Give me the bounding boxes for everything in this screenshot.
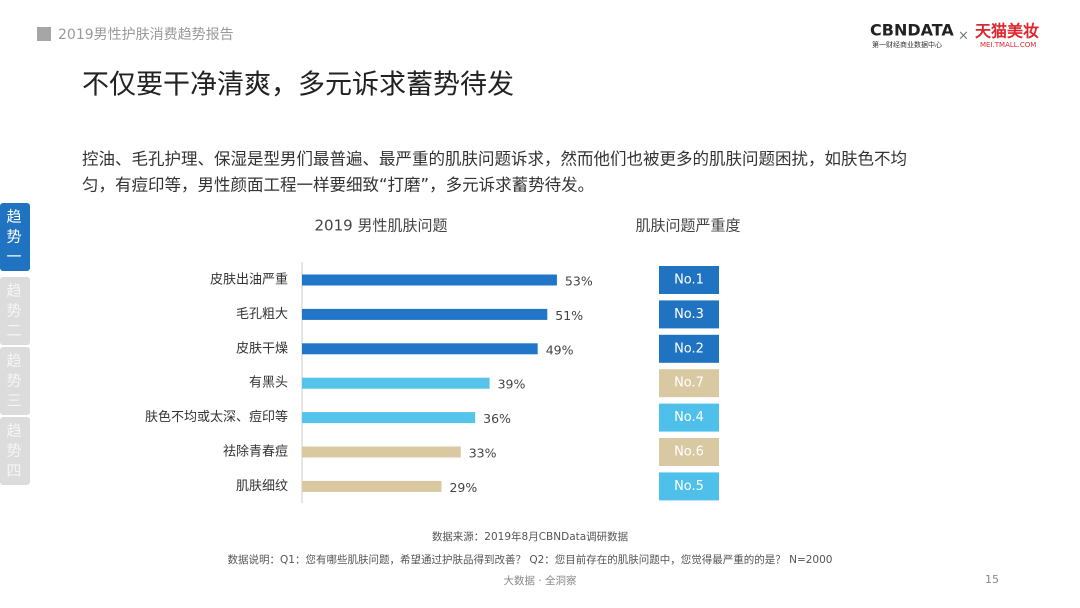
category-label: 肌肤细纹 — [236, 479, 288, 494]
rank-label: No.6 — [674, 445, 704, 460]
category-label: 有黑头 — [249, 376, 288, 391]
value-label: 39% — [498, 377, 526, 392]
side-tab-label: 趋 — [6, 208, 21, 226]
side-tab-label: 一 — [6, 248, 21, 266]
bar — [302, 446, 461, 458]
side-tab-label: 趋 — [6, 282, 21, 300]
value-label: 36% — [483, 411, 511, 426]
paragraph-line: 控油、毛孔护理、保湿是型男们最普遍、最严重的肌肤问题诉求，然而他们也被更多的肌肤… — [82, 150, 907, 169]
bar — [302, 377, 490, 389]
slide-title: 不仅要干净清爽，多元诉求蓄势待发 — [82, 70, 514, 101]
side-tab-label: 趋 — [6, 422, 21, 440]
brand-sub: 第一财经商业数据中心 — [872, 40, 942, 49]
paragraph-line: 匀，有痘印等，男性颜面工程一样要细致“打磨”，多元诉求蓄势待发。 — [82, 176, 594, 195]
page-number: 15 — [985, 573, 999, 586]
side-tab[interactable] — [0, 417, 30, 485]
category-label: 祛除青春痘 — [223, 444, 288, 460]
rank-badge — [659, 403, 719, 432]
brand-logo: 天猫美妆 — [975, 22, 1039, 41]
rank-label: No.4 — [674, 410, 704, 425]
rank-badge — [659, 369, 719, 398]
brand-logo: CBNDATA — [870, 21, 954, 40]
rank-badge — [659, 266, 719, 294]
bar — [302, 308, 548, 320]
category-label: 皮肤干燥 — [236, 341, 288, 356]
side-tab[interactable] — [0, 203, 30, 271]
rank-badge — [659, 438, 719, 466]
side-tab-label: 势 — [6, 372, 21, 390]
category-label: 肤色不均或太深、痘印等 — [145, 409, 288, 425]
rank-badge — [659, 334, 719, 363]
side-tab-label: 四 — [6, 462, 21, 480]
side-tab-label: 趋 — [6, 352, 21, 370]
side-tab[interactable] — [0, 347, 30, 415]
rank-label: No.7 — [674, 376, 704, 391]
side-tab-label: 势 — [6, 442, 21, 460]
bar — [302, 480, 442, 492]
severity-title: 肌肤问题严重度 — [635, 217, 740, 235]
bar — [302, 274, 557, 286]
report-name: 2019男性护肤消费趋势报告 — [58, 27, 234, 43]
bar — [302, 412, 476, 424]
rank-label: No.2 — [674, 341, 704, 356]
chart-title: 2019 男性肌肤问题 — [315, 217, 448, 235]
slogan: 大数据 · 全洞察 — [503, 574, 577, 587]
brand-sub: MEI.TMALL.COM — [980, 41, 1036, 49]
value-label: 49% — [546, 342, 574, 357]
source: 数据来源：2019年8月CBNData调研数据 — [432, 530, 629, 543]
rank-label: No.1 — [674, 273, 704, 288]
category-label: 皮肤出油严重 — [210, 272, 288, 288]
value-label: 33% — [469, 446, 497, 461]
rank-badge — [659, 472, 719, 501]
rank-badge — [659, 300, 719, 329]
side-tab[interactable] — [0, 277, 30, 345]
side-tab-label: 三 — [6, 392, 21, 410]
side-tab-label: 二 — [6, 322, 21, 340]
note: 数据说明：Q1：您有哪些肌肤问题，希望通过护肤品得到改善？ Q2：您目前存在的肌… — [228, 553, 833, 566]
times: × — [958, 29, 969, 44]
value-label: 51% — [555, 308, 583, 323]
header-marker — [37, 27, 51, 41]
category-label: 毛孔粗大 — [236, 307, 288, 322]
side-tab-label: 势 — [6, 302, 21, 320]
value-label: 53% — [565, 274, 593, 289]
side-tab-label: 势 — [6, 228, 21, 246]
bar — [302, 343, 538, 355]
rank-label: No.3 — [674, 307, 704, 322]
rank-label: No.5 — [674, 479, 704, 494]
value-label: 29% — [449, 480, 477, 495]
